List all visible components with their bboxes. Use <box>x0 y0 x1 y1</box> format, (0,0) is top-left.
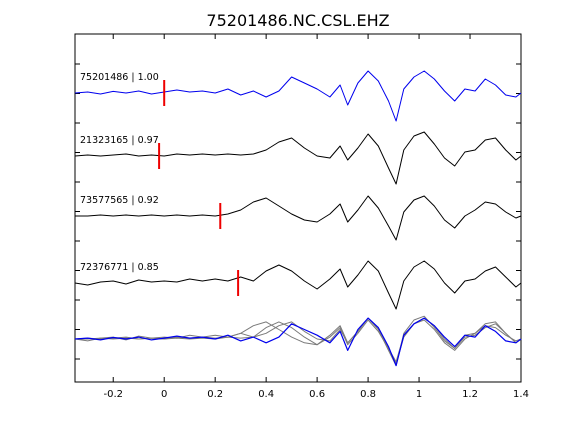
y-axis-ticks <box>75 63 521 360</box>
x-tick-label: 0.6 <box>309 389 325 400</box>
trace-line <box>74 260 522 310</box>
trace-label: 73577565 | 0.92 <box>80 195 159 206</box>
overlay-reference-line <box>74 317 522 367</box>
x-tick-label: 1.2 <box>462 389 478 400</box>
overlay-trace-line <box>74 315 522 367</box>
x-tick-label: -0.2 <box>103 389 123 400</box>
trace-label: 21323165 | 0.97 <box>80 135 159 146</box>
trace-label: 75201486 | 1.00 <box>80 72 159 83</box>
trace-line <box>74 70 522 122</box>
trace-line <box>75 195 522 241</box>
overlay-trace-line <box>74 317 522 365</box>
x-tick-label: 1 <box>416 389 422 400</box>
x-tick-label: 1.4 <box>513 389 529 400</box>
x-tick-label: 0.8 <box>360 389 376 400</box>
chart-title: 75201486.NC.CSL.EHZ <box>206 11 389 30</box>
plot-frame <box>74 33 522 383</box>
trace-group: 75201486 | 1.00 21323165 | 0.97 73577565 |… <box>74 70 522 310</box>
x-tick-label: 0.4 <box>258 389 274 400</box>
overlay-stack <box>74 315 522 367</box>
x-tick-label: 0.2 <box>207 389 223 400</box>
x-tick-label: 0 <box>161 389 167 400</box>
trace-label: 72376771 | 0.85 <box>80 262 159 273</box>
x-axis: -0.2 0 0.2 0.4 0.6 0.8 1 1.2 1.4 <box>103 34 529 400</box>
